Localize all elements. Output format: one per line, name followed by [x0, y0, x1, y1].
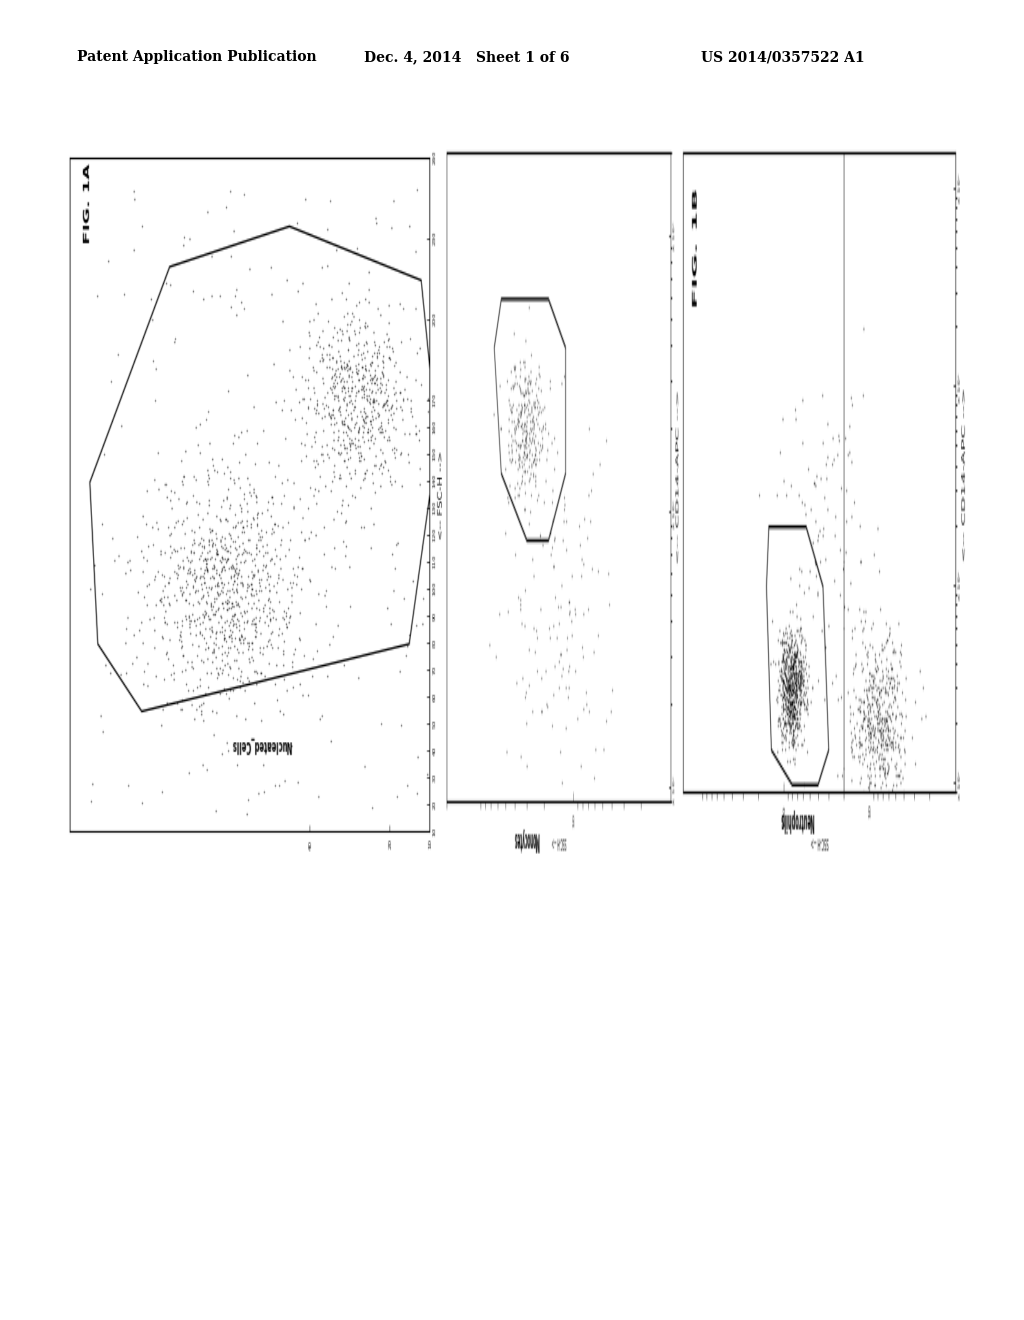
Text: US 2014/0357522 A1: US 2014/0357522 A1: [701, 50, 865, 65]
Text: Dec. 4, 2014   Sheet 1 of 6: Dec. 4, 2014 Sheet 1 of 6: [364, 50, 569, 65]
Text: Patent Application Publication: Patent Application Publication: [77, 50, 316, 65]
